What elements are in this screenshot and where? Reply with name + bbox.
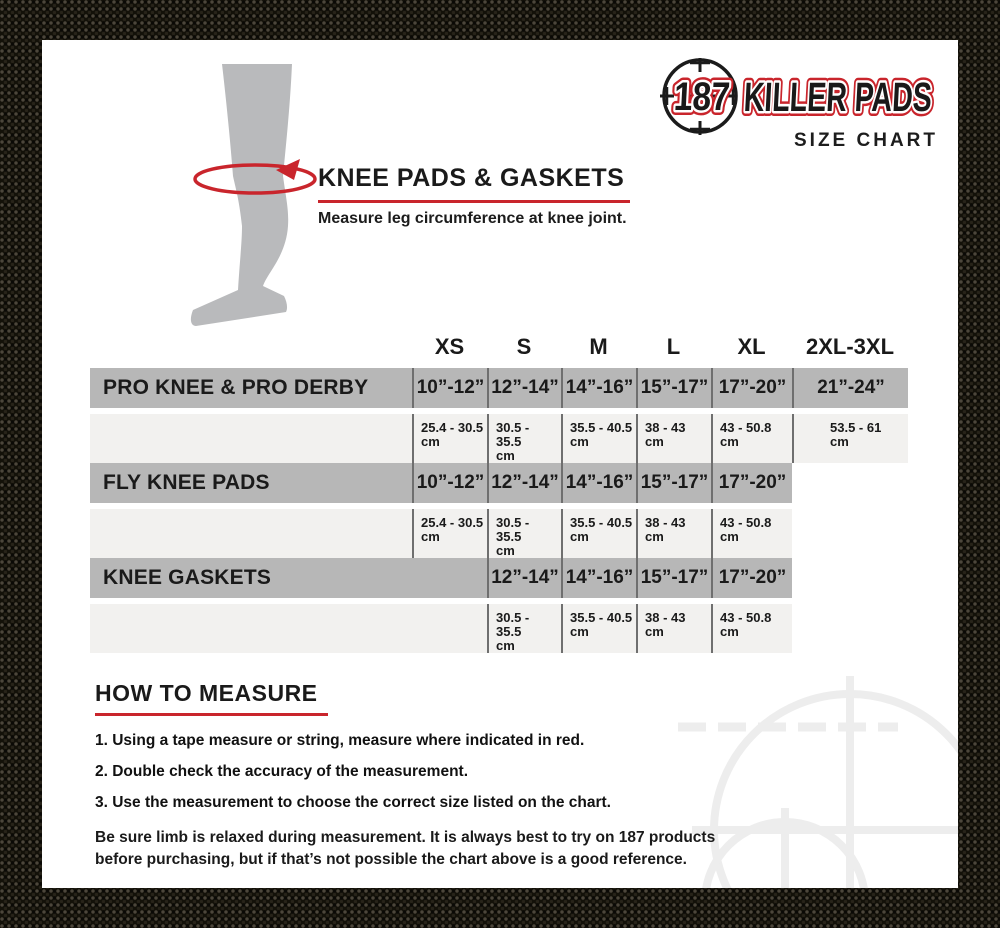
crosshair-icon: [660, 58, 746, 142]
cm-row-spacer: [90, 414, 412, 463]
size-inches-cell: 12”-14”: [487, 558, 561, 598]
table-row-cm: 30.5 - 35.5 cm 35.5 - 40.5 cm 38 - 43 cm 43 - …: [90, 604, 908, 653]
column-header-xl: XL: [737, 334, 766, 359]
section-heading: KNEE PADS & GASKETS Measure leg circumfe…: [318, 164, 631, 228]
column-header-s: S: [516, 334, 532, 359]
logo-name: KILLER PADS: [743, 74, 933, 120]
size-inches-cell: 12”-14”: [487, 368, 561, 408]
logo-wordmark: 187 187 187 KILLER PADS KILLER PADS KILL…: [668, 69, 938, 125]
table-row: KNEE GASKETS 12”-14” 14”-16” 15”-17” 17”-20”: [90, 558, 908, 598]
size-chart-card: 187 187 187 KILLER PADS KILLER PADS KILL…: [42, 40, 958, 888]
size-cm-cell: 35.5 - 40.5 cm: [561, 414, 636, 463]
table-row: FLY KNEE PADS 10”-12” 12”-14” 14”-16” 15”-17…: [90, 463, 908, 503]
size-cm-cell: 30.5 - 35.5 cm: [487, 604, 561, 653]
size-inches-cell: 14”-16”: [561, 558, 636, 598]
howto-step: 1. Using a tape measure or string, measu…: [95, 732, 585, 749]
svg-text:KILLER PADS: KILLER PADS: [743, 74, 933, 120]
size-inches-cell: 14”-16”: [561, 463, 636, 503]
leg-illustration: [190, 64, 317, 326]
size-cm-cell: 25.4 - 30.5 cm: [412, 414, 487, 463]
size-chart-label: SIZE CHART: [794, 130, 938, 151]
size-cm-cell: 30.5 - 35.5 cm: [487, 414, 561, 463]
size-inches-cell: 17”-20”: [711, 368, 792, 408]
leg-silhouette-icon: [190, 64, 292, 326]
table-row: PRO KNEE & PRO DERBY 10”-12” 12”-14” 14”-16…: [90, 368, 908, 408]
size-cm-cell: 35.5 - 40.5 cm: [561, 509, 636, 558]
measure-arrowhead-icon: [276, 159, 300, 180]
section-title: KNEE PADS & GASKETS: [318, 164, 631, 203]
table-row-cm: 25.4 - 30.5 cm 30.5 - 35.5 cm 35.5 - 40.5 cm 3…: [90, 414, 908, 463]
column-header-2xl-3xl: 2XL-3XL: [805, 334, 895, 359]
how-to-measure-section: HOW TO MEASURE 1. Using a tape measure o…: [95, 680, 785, 871]
size-inches-cell: 21”-24”: [792, 368, 908, 408]
howto-note: Be sure limb is relaxed during measureme…: [95, 829, 716, 868]
size-inches-cell: 17”-20”: [711, 558, 792, 598]
size-inches-cell: 10”-12”: [412, 368, 487, 408]
size-inches-cell: 10”-12”: [412, 463, 487, 503]
size-cm-cell: 30.5 - 35.5 cm: [487, 509, 561, 558]
column-header-l: L: [666, 334, 681, 359]
product-label: FLY KNEE PADS: [90, 463, 412, 503]
logo-number: 187: [673, 75, 731, 119]
howto-steps: 1. Using a tape measure or string, measu…: [95, 732, 785, 812]
size-inches-cell: 17”-20”: [711, 463, 792, 503]
product-label: PRO KNEE & PRO DERBY: [90, 368, 412, 408]
table-row-cm: 25.4 - 30.5 cm 30.5 - 35.5 cm 35.5 - 40.5 cm 3…: [90, 509, 908, 558]
howto-title: HOW TO MEASURE: [95, 680, 328, 716]
crosshair-watermark-icon: [678, 676, 958, 888]
size-inches-cell: 15”-17”: [636, 558, 711, 598]
size-cm-cell: 53.5 - 61 cm: [792, 414, 908, 463]
logo-number-outline: 187: [673, 75, 731, 119]
logo-graphic: 187 187 187 KILLER PADS KILLER PADS KILL…: [660, 58, 938, 142]
size-inches-cell: 12”-14”: [487, 463, 561, 503]
size-cm-cell: 43 - 50.8 cm: [711, 414, 792, 463]
product-label: KNEE GASKETS: [90, 558, 487, 598]
size-table-rows: PRO KNEE & PRO DERBY 10”-12” 12”-14” 14”-16…: [90, 368, 908, 653]
cm-row-spacer: [90, 604, 487, 653]
size-cm-cell: 35.5 - 40.5 cm: [561, 604, 636, 653]
size-table: XS S M L XL 2XL-3XL PRO KNEE & PRO DERBY 10”-1…: [90, 325, 908, 653]
size-cm-cell: 25.4 - 30.5 cm: [412, 509, 487, 558]
section-instruction: Measure leg circumference at knee joint.: [318, 210, 627, 227]
column-header-m: M: [589, 334, 608, 359]
size-column-headers: XS S M L XL 2XL-3XL: [90, 325, 908, 368]
size-cm-cell: 43 - 50.8 cm: [711, 604, 792, 653]
size-inches-cell: 14”-16”: [561, 368, 636, 408]
size-cm-cell: 43 - 50.8 cm: [711, 509, 792, 558]
logo-name-outline: KILLER PADS: [743, 74, 933, 120]
size-cm-cell: 38 - 43 cm: [636, 414, 711, 463]
howto-step: 3. Use the measurement to choose the cor…: [95, 794, 611, 811]
howto-step: 2. Double check the accuracy of the meas…: [95, 763, 468, 780]
brand-logo: 187 187 187 KILLER PADS KILLER PADS KILL…: [660, 58, 940, 174]
size-inches-cell: 15”-17”: [636, 463, 711, 503]
cm-row-spacer: [90, 509, 412, 558]
size-inches-cell: 15”-17”: [636, 368, 711, 408]
size-cm-cell: 38 - 43 cm: [636, 604, 711, 653]
column-header-xs: XS: [434, 334, 465, 359]
svg-text:187: 187: [673, 75, 731, 119]
measure-ellipse-icon: [193, 163, 317, 195]
size-cm-cell: 38 - 43 cm: [636, 509, 711, 558]
